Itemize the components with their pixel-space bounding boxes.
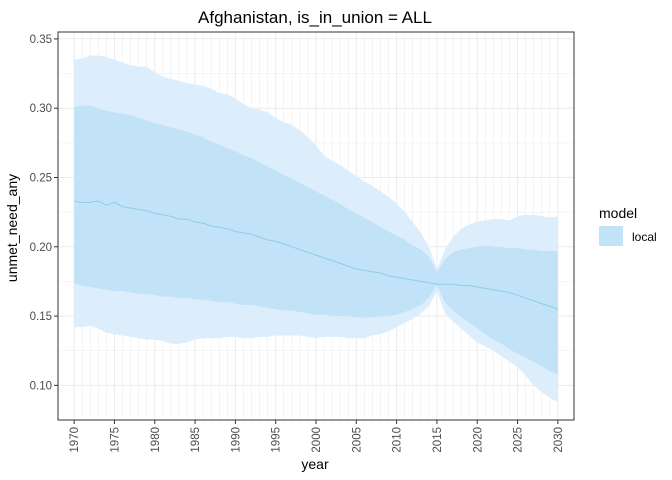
x-tick-label: 1995 <box>271 427 283 453</box>
x-tick-label: 2020 <box>472 427 484 453</box>
x-tick-label: 2000 <box>311 427 323 453</box>
median-line-local <box>74 200 559 310</box>
y-tick-label: 0.35 <box>30 34 52 46</box>
legend-key-local <box>599 226 623 246</box>
x-tick-label: 1970 <box>69 427 81 453</box>
y-tick-label: 0.10 <box>30 380 52 392</box>
x-tick-label: 2030 <box>553 427 565 453</box>
y-tick-label: 0.15 <box>30 311 52 323</box>
x-tick-label: 2015 <box>432 427 444 453</box>
y-tick-label: 0.20 <box>30 242 52 254</box>
x-tick-label: 1985 <box>190 427 202 453</box>
y-tick-label: 0.30 <box>30 103 52 115</box>
x-tick-label: 2005 <box>351 427 363 453</box>
x-tick-label: 1975 <box>109 427 121 453</box>
x-axis: 1970 1975 1980 1985 1990 1995 2000 2005 2010 2015… <box>69 420 565 453</box>
plot-panel <box>57 31 575 421</box>
x-tick-label: 1990 <box>230 427 242 453</box>
chart-title: Afghanistan, is_in_union = ALL <box>198 8 432 27</box>
x-tick-label: 1980 <box>150 427 162 453</box>
band-80-local <box>74 105 558 375</box>
x-axis-label: year <box>301 456 329 472</box>
uncertainty-bands <box>74 55 558 402</box>
y-axis: 0.10 0.15 0.20 0.25 0.30 0.35 <box>30 34 58 392</box>
legend-label-local: local <box>632 230 657 244</box>
legend-title: model <box>599 205 637 221</box>
legend: model local <box>599 205 657 246</box>
y-tick-label: 0.25 <box>30 173 52 185</box>
x-tick-label: 2025 <box>513 427 525 453</box>
x-tick-label: 2010 <box>392 427 404 453</box>
y-axis-label: unmet_need_any <box>4 174 20 282</box>
median-lines <box>74 200 559 310</box>
